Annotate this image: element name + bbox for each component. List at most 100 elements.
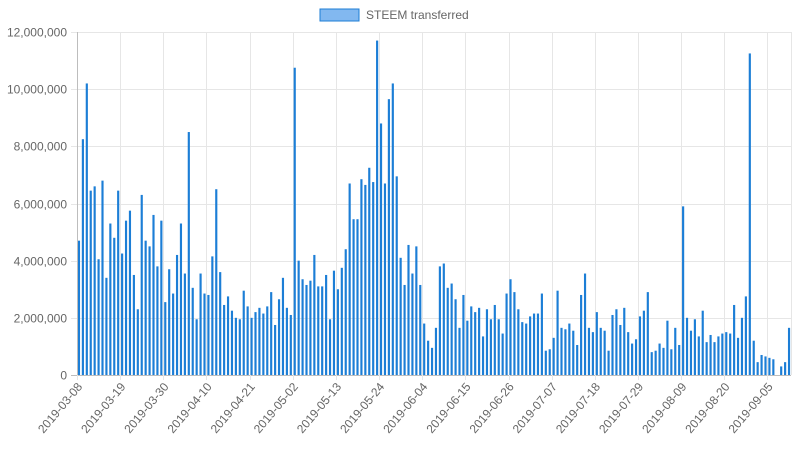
bar[interactable] bbox=[615, 309, 618, 375]
bar[interactable] bbox=[525, 323, 528, 375]
bar[interactable] bbox=[434, 327, 438, 375]
bar[interactable] bbox=[544, 350, 547, 375]
bar[interactable] bbox=[603, 330, 606, 375]
bar[interactable] bbox=[372, 182, 375, 375]
bar[interactable] bbox=[587, 327, 591, 375]
bar[interactable] bbox=[109, 223, 112, 375]
bar[interactable] bbox=[583, 273, 587, 375]
bar[interactable] bbox=[556, 290, 559, 375]
legend[interactable]: STEEM transferred bbox=[319, 8, 469, 22]
bar[interactable] bbox=[344, 249, 347, 375]
bar[interactable] bbox=[634, 339, 638, 375]
bar[interactable] bbox=[97, 259, 100, 375]
bar[interactable] bbox=[195, 319, 198, 375]
bar[interactable] bbox=[462, 294, 465, 375]
bar[interactable] bbox=[309, 280, 312, 375]
bar[interactable] bbox=[132, 274, 135, 375]
bar[interactable] bbox=[572, 330, 575, 375]
bar[interactable] bbox=[360, 179, 363, 375]
bar[interactable] bbox=[415, 246, 418, 376]
bar[interactable] bbox=[411, 273, 414, 375]
bar[interactable] bbox=[105, 277, 108, 375]
bar[interactable] bbox=[658, 343, 661, 375]
bar[interactable] bbox=[733, 304, 736, 375]
bar[interactable] bbox=[254, 312, 257, 375]
bar[interactable] bbox=[568, 323, 571, 375]
legend-label[interactable]: STEEM transferred bbox=[366, 8, 469, 22]
bar[interactable] bbox=[784, 362, 787, 375]
bar[interactable] bbox=[627, 332, 630, 376]
bar[interactable] bbox=[619, 324, 622, 375]
bar[interactable] bbox=[717, 336, 720, 375]
bar[interactable] bbox=[787, 327, 791, 375]
bar[interactable] bbox=[328, 319, 332, 375]
bar[interactable] bbox=[713, 342, 716, 375]
bar[interactable] bbox=[678, 344, 681, 375]
bar[interactable] bbox=[489, 319, 492, 375]
bar[interactable] bbox=[768, 357, 771, 375]
bar[interactable] bbox=[552, 337, 555, 375]
bar[interactable] bbox=[325, 274, 328, 375]
bar[interactable] bbox=[693, 319, 696, 375]
bar[interactable] bbox=[321, 286, 324, 375]
bar[interactable] bbox=[685, 317, 689, 375]
bar[interactable] bbox=[77, 240, 81, 375]
bar[interactable] bbox=[364, 184, 367, 375]
bar[interactable] bbox=[666, 320, 669, 375]
bar[interactable] bbox=[399, 257, 402, 375]
bar[interactable] bbox=[466, 320, 469, 375]
bar[interactable] bbox=[576, 344, 579, 375]
bar[interactable] bbox=[709, 334, 712, 375]
bar[interactable] bbox=[505, 293, 508, 375]
bar[interactable] bbox=[631, 343, 634, 375]
bar[interactable] bbox=[203, 293, 206, 375]
bar[interactable] bbox=[85, 83, 88, 375]
bar[interactable] bbox=[391, 83, 394, 375]
bar[interactable] bbox=[183, 273, 186, 375]
bar[interactable] bbox=[379, 123, 383, 375]
bar[interactable] bbox=[705, 342, 708, 375]
bar[interactable] bbox=[478, 307, 481, 375]
bar[interactable] bbox=[281, 277, 285, 375]
bar[interactable] bbox=[772, 359, 775, 375]
bar[interactable] bbox=[172, 293, 175, 375]
bar[interactable] bbox=[175, 254, 179, 375]
bar[interactable] bbox=[148, 246, 151, 376]
bar[interactable] bbox=[470, 306, 473, 375]
bar[interactable] bbox=[595, 312, 598, 375]
bar[interactable] bbox=[599, 327, 602, 375]
bar[interactable] bbox=[140, 194, 143, 375]
bar[interactable] bbox=[752, 340, 755, 375]
bar[interactable] bbox=[246, 306, 249, 375]
bar[interactable] bbox=[277, 299, 281, 375]
bar[interactable] bbox=[262, 313, 265, 375]
bar[interactable] bbox=[744, 296, 747, 375]
bar[interactable] bbox=[438, 266, 441, 375]
bar[interactable] bbox=[219, 272, 222, 375]
bar[interactable] bbox=[297, 260, 300, 375]
bar[interactable] bbox=[748, 53, 751, 375]
bar[interactable] bbox=[697, 336, 700, 375]
bar[interactable] bbox=[607, 350, 610, 375]
bar[interactable] bbox=[729, 333, 732, 375]
bar[interactable] bbox=[191, 287, 194, 375]
bar[interactable] bbox=[113, 237, 116, 375]
bar[interactable] bbox=[387, 99, 390, 376]
bar[interactable] bbox=[682, 206, 685, 375]
bar[interactable] bbox=[670, 349, 673, 375]
bar[interactable] bbox=[474, 312, 477, 375]
bar[interactable] bbox=[430, 347, 434, 375]
bar[interactable] bbox=[313, 254, 316, 375]
bar[interactable] bbox=[760, 354, 763, 375]
bar[interactable] bbox=[152, 214, 155, 375]
bar[interactable] bbox=[238, 319, 241, 375]
bar[interactable] bbox=[654, 350, 657, 375]
bar[interactable] bbox=[764, 356, 767, 375]
bar[interactable] bbox=[348, 183, 351, 375]
bar[interactable] bbox=[156, 266, 159, 375]
bar[interactable] bbox=[187, 132, 190, 375]
bar[interactable] bbox=[207, 294, 210, 375]
bar[interactable] bbox=[403, 284, 406, 375]
bar[interactable] bbox=[564, 329, 567, 375]
bar[interactable] bbox=[646, 292, 649, 375]
